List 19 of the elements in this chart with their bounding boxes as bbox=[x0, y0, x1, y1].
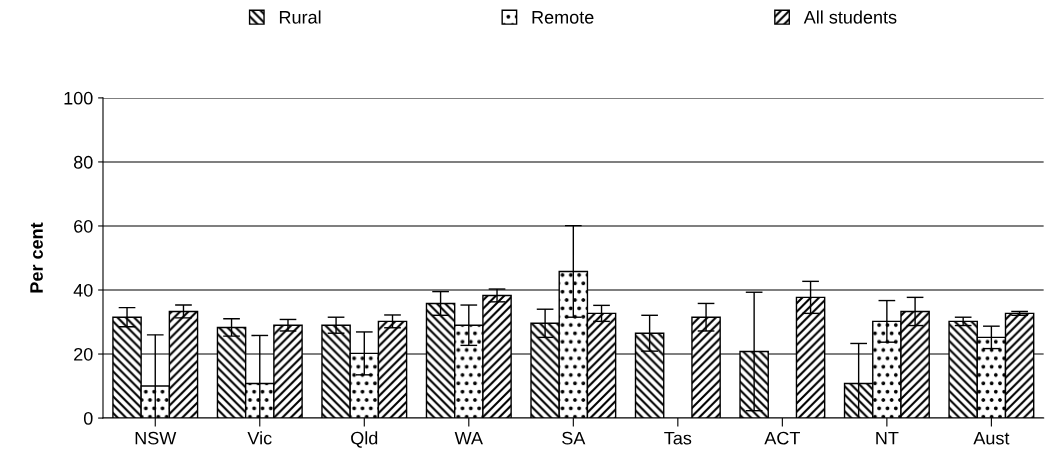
x-tick-label: Aust bbox=[973, 431, 1010, 445]
x-tick-label: Tas bbox=[664, 431, 692, 445]
y-tick-label: 80 bbox=[73, 155, 93, 169]
x-tick-label: ACT bbox=[764, 431, 800, 445]
y-tick-label: 100 bbox=[64, 91, 93, 105]
legend-label: Rural bbox=[279, 10, 321, 24]
legend-label: All students bbox=[803, 10, 897, 24]
x-tick-label: Vic bbox=[247, 431, 272, 445]
legend-label: Remote bbox=[532, 11, 594, 24]
x-tick-label: WA bbox=[454, 431, 483, 445]
x-tick-label: Qld bbox=[351, 431, 378, 448]
x-tick-label: NSW bbox=[135, 431, 177, 445]
x-tick-label: SA bbox=[562, 431, 586, 445]
x-tick-label: NT bbox=[876, 431, 899, 445]
y-tick-label: 60 bbox=[74, 219, 93, 233]
y-tick-label: 40 bbox=[73, 283, 93, 297]
y-tick-label: 0 bbox=[83, 412, 93, 425]
y-tick-label: 20 bbox=[74, 347, 93, 361]
y-axis-title: Per cent bbox=[30, 222, 43, 293]
